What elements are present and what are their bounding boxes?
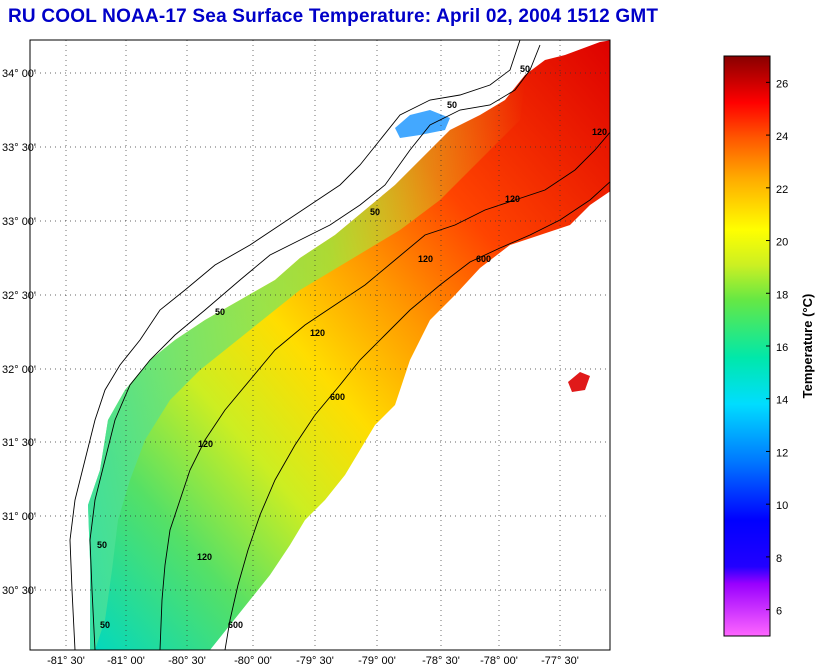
isobath-label: 50 (100, 620, 110, 630)
colorbar-tick-label: 18 (776, 289, 788, 301)
isobath-label: 600 (228, 620, 243, 630)
isobath-label: 120 (310, 328, 325, 338)
colorbar-tick-label: 12 (776, 447, 788, 459)
lat-label: 31° 30' (2, 437, 36, 449)
map-frame (29, 39, 611, 651)
isobath-labels: 50 50 50 50 50 50 120 120 120 120 120 12… (97, 64, 607, 630)
colorbar: 6 8 10 12 14 16 18 20 22 24 26 Temperature (°C) (723, 55, 815, 637)
isobath-600 (224, 181, 610, 650)
lon-label: -81° 00' (107, 655, 145, 667)
coastline (69, 40, 521, 650)
colorbar-tick-label: 16 (776, 342, 788, 354)
cool-pocket (395, 110, 450, 138)
colorbar-tick-label: 22 (776, 184, 788, 196)
colorbar-ticks: 6 8 10 12 14 16 18 20 22 24 26 (766, 78, 788, 618)
isobath-label: 120 (418, 254, 433, 264)
longitude-labels: -81° 30' -81° 00' -80° 30' -80° 00' -79°… (47, 655, 579, 667)
colorbar-tick-label: 24 (776, 131, 788, 143)
lat-label: 32° 30' (2, 290, 36, 302)
lon-label: -77° 30' (541, 655, 579, 667)
lon-label: -79° 30' (296, 655, 334, 667)
lat-gridlines (30, 72, 610, 591)
lon-label: -79° 00' (358, 655, 396, 667)
colorbar-tick-label: 14 (776, 395, 788, 407)
isobath-label: 120 (592, 127, 607, 137)
isobath-label: 50 (447, 100, 457, 110)
colorbar-tick-label: 10 (776, 500, 788, 512)
isobath-label: 50 (215, 307, 225, 317)
sst-swath (88, 40, 610, 650)
warm-eddy (568, 372, 590, 392)
lon-label: -78° 00' (480, 655, 518, 667)
isobath-label: 50 (370, 207, 380, 217)
lon-label: -78° 30' (422, 655, 460, 667)
lon-label: -80° 00' (234, 655, 272, 667)
colorbar-tick-label: 8 (776, 553, 782, 565)
colorbar-title: Temperature (°C) (800, 294, 815, 399)
isobath-label: 50 (97, 540, 107, 550)
shelf-water (88, 80, 525, 650)
isobath-label: 120 (197, 552, 212, 562)
colorbar-tick-label: 6 (776, 606, 782, 618)
colorbar-tick-label: 26 (776, 78, 788, 90)
map-area: 50 50 50 50 50 50 120 120 120 120 120 12… (30, 40, 610, 650)
isobath-50 (89, 44, 541, 650)
lon-gridlines (65, 40, 561, 650)
land (30, 40, 520, 650)
map-title: RU COOL NOAA-17 Sea Surface Temperature:… (8, 6, 659, 27)
lat-label: 31° 00' (2, 511, 36, 523)
isobath-label: 50 (520, 64, 530, 74)
isobath-label: 120 (198, 439, 213, 449)
lon-label: -80° 30' (168, 655, 206, 667)
colorbar-tick-label: 20 (776, 237, 788, 249)
lat-label: 33° 00' (2, 216, 36, 228)
isobath-label: 600 (476, 254, 491, 264)
lat-label: 30° 30' (2, 585, 36, 597)
lat-label: 34° 00' (2, 68, 36, 80)
isobath-label: 120 (505, 194, 520, 204)
latitude-labels: 34° 00' 33° 30' 33° 00' 32° 30' 32° 00' … (2, 68, 36, 597)
isobath-label: 600 (330, 392, 345, 402)
isobath-120 (159, 131, 610, 650)
colorbar-gradient (723, 55, 771, 637)
lon-label: -81° 30' (47, 655, 85, 667)
lat-label: 32° 00' (2, 364, 36, 376)
lat-label: 33° 30' (2, 142, 36, 154)
